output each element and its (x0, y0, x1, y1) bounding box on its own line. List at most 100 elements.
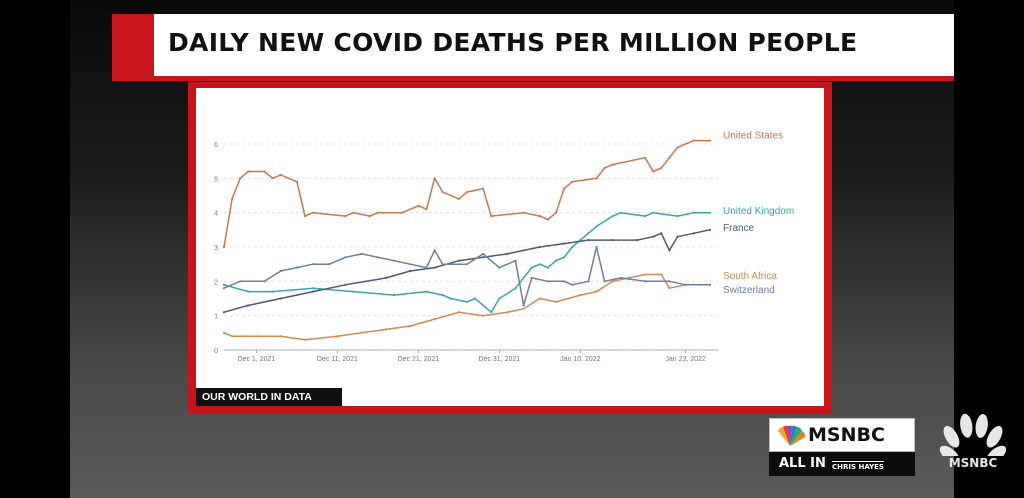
x-tick-label: Jan 23, 2022 (665, 356, 706, 363)
data-point (571, 283, 574, 286)
chart-svg: 0 1 2 3 4 5 6 Dec 1, 2021 Dec 11, 2021 Dec 21, 20… (214, 130, 794, 363)
bug-top: MSNBC (769, 418, 915, 452)
data-point (376, 211, 379, 214)
x-tick-label: Dec 21, 2021 (398, 356, 440, 363)
data-point (441, 190, 444, 194)
bug-show-strip: ALL IN CHRIS HAYES (769, 452, 915, 476)
peacock-outline-icon (939, 413, 1007, 464)
page-title: DAILY NEW COVID DEATHS PER MILLION PEOPL… (168, 28, 858, 57)
data-point (579, 293, 582, 297)
data-point (303, 338, 307, 341)
data-point (433, 266, 436, 269)
series-label: Switzerland (723, 285, 775, 296)
data-point (635, 239, 639, 242)
data-point (239, 177, 242, 180)
data-point (554, 300, 558, 304)
data-point (530, 266, 533, 269)
corner-brand: MSNBC (948, 456, 998, 470)
data-point (279, 173, 282, 176)
data-point (271, 177, 274, 180)
data-point (473, 297, 477, 300)
data-point (668, 156, 671, 159)
data-point (222, 245, 226, 249)
data-point (708, 211, 712, 214)
data-point (708, 283, 712, 286)
y-tick-label: 0 (214, 348, 218, 355)
data-point (409, 263, 412, 266)
data-point (595, 290, 598, 293)
y-tick-label: 1 (214, 314, 218, 321)
data-point (417, 204, 420, 207)
data-point (522, 304, 525, 307)
data-point (563, 256, 566, 259)
x-tick-label: Jan 10, 2022 (560, 356, 601, 363)
data-point (546, 266, 550, 269)
x-tick-label: Dec 31, 2021 (479, 356, 521, 363)
x-tick-label: Dec 1, 2021 (238, 356, 276, 363)
data-point (676, 215, 679, 218)
data-point (425, 208, 428, 211)
data-point (352, 211, 355, 214)
data-point (392, 259, 396, 262)
data-point (603, 280, 606, 283)
y-tick-label: 5 (214, 176, 218, 183)
data-point (611, 163, 614, 166)
data-point (676, 235, 679, 238)
data-point (546, 280, 550, 283)
data-point (644, 273, 647, 276)
y-tick-label: 6 (214, 142, 218, 149)
data-point (222, 331, 226, 334)
data-point (563, 242, 566, 245)
series-label: France (723, 223, 755, 234)
data-point (328, 263, 331, 266)
data-point (433, 318, 436, 321)
chart-panel: 0 1 2 3 4 5 6 Dec 1, 2021 Dec 11, 2021 Dec 21, 20… (196, 88, 824, 406)
data-point (506, 311, 509, 314)
data-point (554, 211, 558, 214)
data-point (676, 146, 679, 149)
series-line (223, 229, 711, 313)
data-point (538, 245, 541, 249)
corner-logo: MSNBC (938, 412, 1008, 478)
data-point (619, 276, 622, 279)
data-point (660, 166, 663, 170)
data-point (595, 245, 598, 249)
data-point (482, 187, 485, 190)
data-point (522, 249, 525, 252)
data-point (482, 256, 485, 259)
data-point (652, 211, 655, 214)
data-point (563, 187, 566, 190)
series-line (223, 246, 710, 307)
data-point (279, 297, 282, 300)
data-point (222, 287, 226, 290)
data-point (538, 297, 541, 300)
data-point (384, 328, 388, 331)
data-point (603, 166, 606, 170)
data-point (247, 290, 250, 293)
host-name: CHRIS HAYES (832, 461, 884, 471)
data-point (230, 197, 234, 201)
data-point (295, 180, 298, 183)
data-point (482, 314, 485, 317)
data-point (490, 311, 493, 314)
data-point (263, 170, 266, 173)
series-line (223, 139, 710, 248)
series-label: South Africa (723, 271, 777, 282)
data-point (708, 228, 712, 231)
data-point (498, 266, 501, 269)
data-point (514, 259, 517, 262)
data-point (522, 307, 525, 310)
data-point (660, 273, 663, 276)
data-point (263, 280, 266, 283)
data-point (344, 256, 347, 259)
x-tick-label: Dec 11, 2021 (317, 356, 358, 363)
data-point (668, 287, 671, 290)
data-point (239, 280, 242, 283)
data-point (344, 283, 347, 286)
data-point (563, 280, 566, 283)
data-point (311, 287, 315, 290)
data-point (619, 211, 622, 214)
data-point (279, 269, 282, 273)
data-point (425, 266, 428, 269)
data-point (708, 139, 712, 142)
